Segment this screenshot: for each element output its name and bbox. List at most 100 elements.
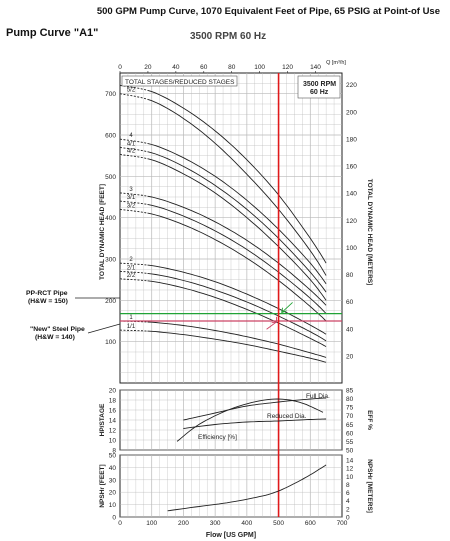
head-curve [147,158,327,301]
head-curve [147,330,327,363]
head-curve [147,142,327,285]
power-y-tick-label: 16 [109,408,117,415]
npsh-y-tick-label: 0 [112,515,116,522]
head-curve-dash [119,138,148,144]
head-y2-tick-label: 80 [346,272,354,279]
head-y2-tick-label: 60 [346,299,354,306]
head-y2-tick-label: 100 [346,245,357,252]
power-y2-tick-label: 70 [346,413,354,420]
head-x2-tick-label: 100 [254,64,265,71]
head-curve-dash [119,270,148,274]
head-curve [147,272,327,342]
head-x2-tick-label: 0 [118,64,122,71]
head-curve-label: 2 [129,257,133,263]
npsh-y2-tick-label: 0 [346,515,350,522]
npsh-curve [167,464,327,512]
head-curve-dash [119,208,148,214]
npsh-y2-axis-label: NPSHr [METERS] [366,459,373,513]
axis-layer: 1002003004005006007002040608010012014016… [99,60,373,539]
full-dia-label: Full Dia. [306,393,330,400]
power-y2-tick-label: 75 [346,405,354,412]
head-y-tick-label: 600 [105,133,116,140]
head-y2-tick-label: 40 [346,326,354,333]
head-curve-label: 5/2 [127,88,136,94]
head-x2-tick-label: 120 [282,64,293,71]
power-y-tick-label: 18 [109,398,117,405]
npsh-y2-tick-label: 6 [346,490,350,497]
power-curve [176,398,324,442]
head-y2-tick-label: 180 [346,136,357,143]
head-curve-label: 1/1 [127,324,136,330]
head-curve-label: 2/1 [127,265,136,271]
power-y2-tick-label: 60 [346,430,354,437]
power-y-tick-label: 10 [109,438,117,445]
head-x2-tick-label: 20 [144,64,152,71]
head-curve-label: 1 [129,315,133,321]
power-y-tick-label: 20 [109,388,117,395]
head-x2-tick-label: 140 [310,64,321,71]
head-y2-tick-label: 200 [346,109,357,116]
pprct-label-line1: PP-RCT Pipe [26,290,68,297]
head-curve-label: 2/2 [127,273,136,279]
pump-curve-name: Pump Curve "A1" [6,27,99,39]
power-y-axis-label: HP/STAGE [99,403,106,436]
stages-title-box [121,75,238,87]
head-curve [147,264,327,335]
power-y-tick-label: 14 [109,418,117,425]
head-curve [147,203,327,314]
head-curve-label: 3/2 [127,203,136,209]
head-curve-dash [119,278,148,282]
stages-title: TOTAL STAGES/REDUCED STAGES [125,79,235,86]
steel-arrow [266,316,278,330]
rpm-box-line1: 3500 RPM [303,81,336,88]
head-y-tick-label: 200 [105,298,116,305]
npsh-y-tick-label: 10 [109,502,117,509]
speed-label: 3500 RPM 60 Hz [190,31,267,42]
npsh-y2-tick-label: 8 [346,482,350,489]
flow-x-tick-label: 200 [178,520,189,527]
npsh-y-tick-label: 50 [109,453,117,460]
npsh-y2-tick-label: 2 [346,506,350,513]
head-curve [147,280,327,347]
head-x2-tick-label: 80 [228,64,236,71]
flow-x-tick-label: 600 [305,520,316,527]
page-title: 500 GPM Pump Curve, 1070 Equivalent Feet… [96,6,440,17]
power-y-tick-label: 12 [109,428,117,435]
head-y-tick-label: 700 [105,91,116,98]
head-curve-label: 3/1 [127,195,136,201]
head-x2-axis-label: Q [m³/h] [326,60,346,66]
head-y2-axis-label: TOTAL DYNAMIC HEAD [METERS] [366,179,373,286]
power-y2-tick-label: 55 [346,439,354,446]
curve-layer: 5/15/244/14/233/13/222/12/211/1 [119,73,342,517]
head-x2-tick-label: 60 [200,64,208,71]
npsh-y2-tick-label: 4 [346,498,350,505]
head-curve [147,89,327,264]
rpm-box [297,75,341,99]
steel-label-line1: "New" Steel Pipe [30,326,85,333]
npsh-y-tick-label: 20 [109,490,117,497]
npsh-y-axis-label: NPSHr [FEET] [99,464,106,507]
flow-x-axis-label: Flow [US GPM] [206,532,256,539]
head-curve-dash [119,153,148,160]
pprct-arrow [281,302,293,314]
head-curve-label: 4 [129,133,133,139]
power-curve [183,397,327,421]
head-curve-dash [119,200,148,205]
head-y2-tick-label: 160 [346,164,357,171]
head-y2-tick-label: 220 [346,82,357,89]
head-y-tick-label: 500 [105,174,116,181]
npsh-y2-tick-label: 10 [346,474,354,481]
head-curve-dash [119,192,148,197]
head-curve-dash [119,93,148,100]
head-y2-tick-label: 20 [346,353,354,360]
head-curve-dash [119,329,148,332]
flow-x-tick-label: 0 [118,520,122,527]
npsh-y-tick-label: 40 [109,465,117,472]
head-y-tick-label: 100 [105,339,116,346]
flow-x-tick-label: 700 [337,520,348,527]
head-curve [147,321,327,358]
steel-pointer-line [87,323,121,334]
efficiency-label: Efficiency [%] [198,434,237,441]
